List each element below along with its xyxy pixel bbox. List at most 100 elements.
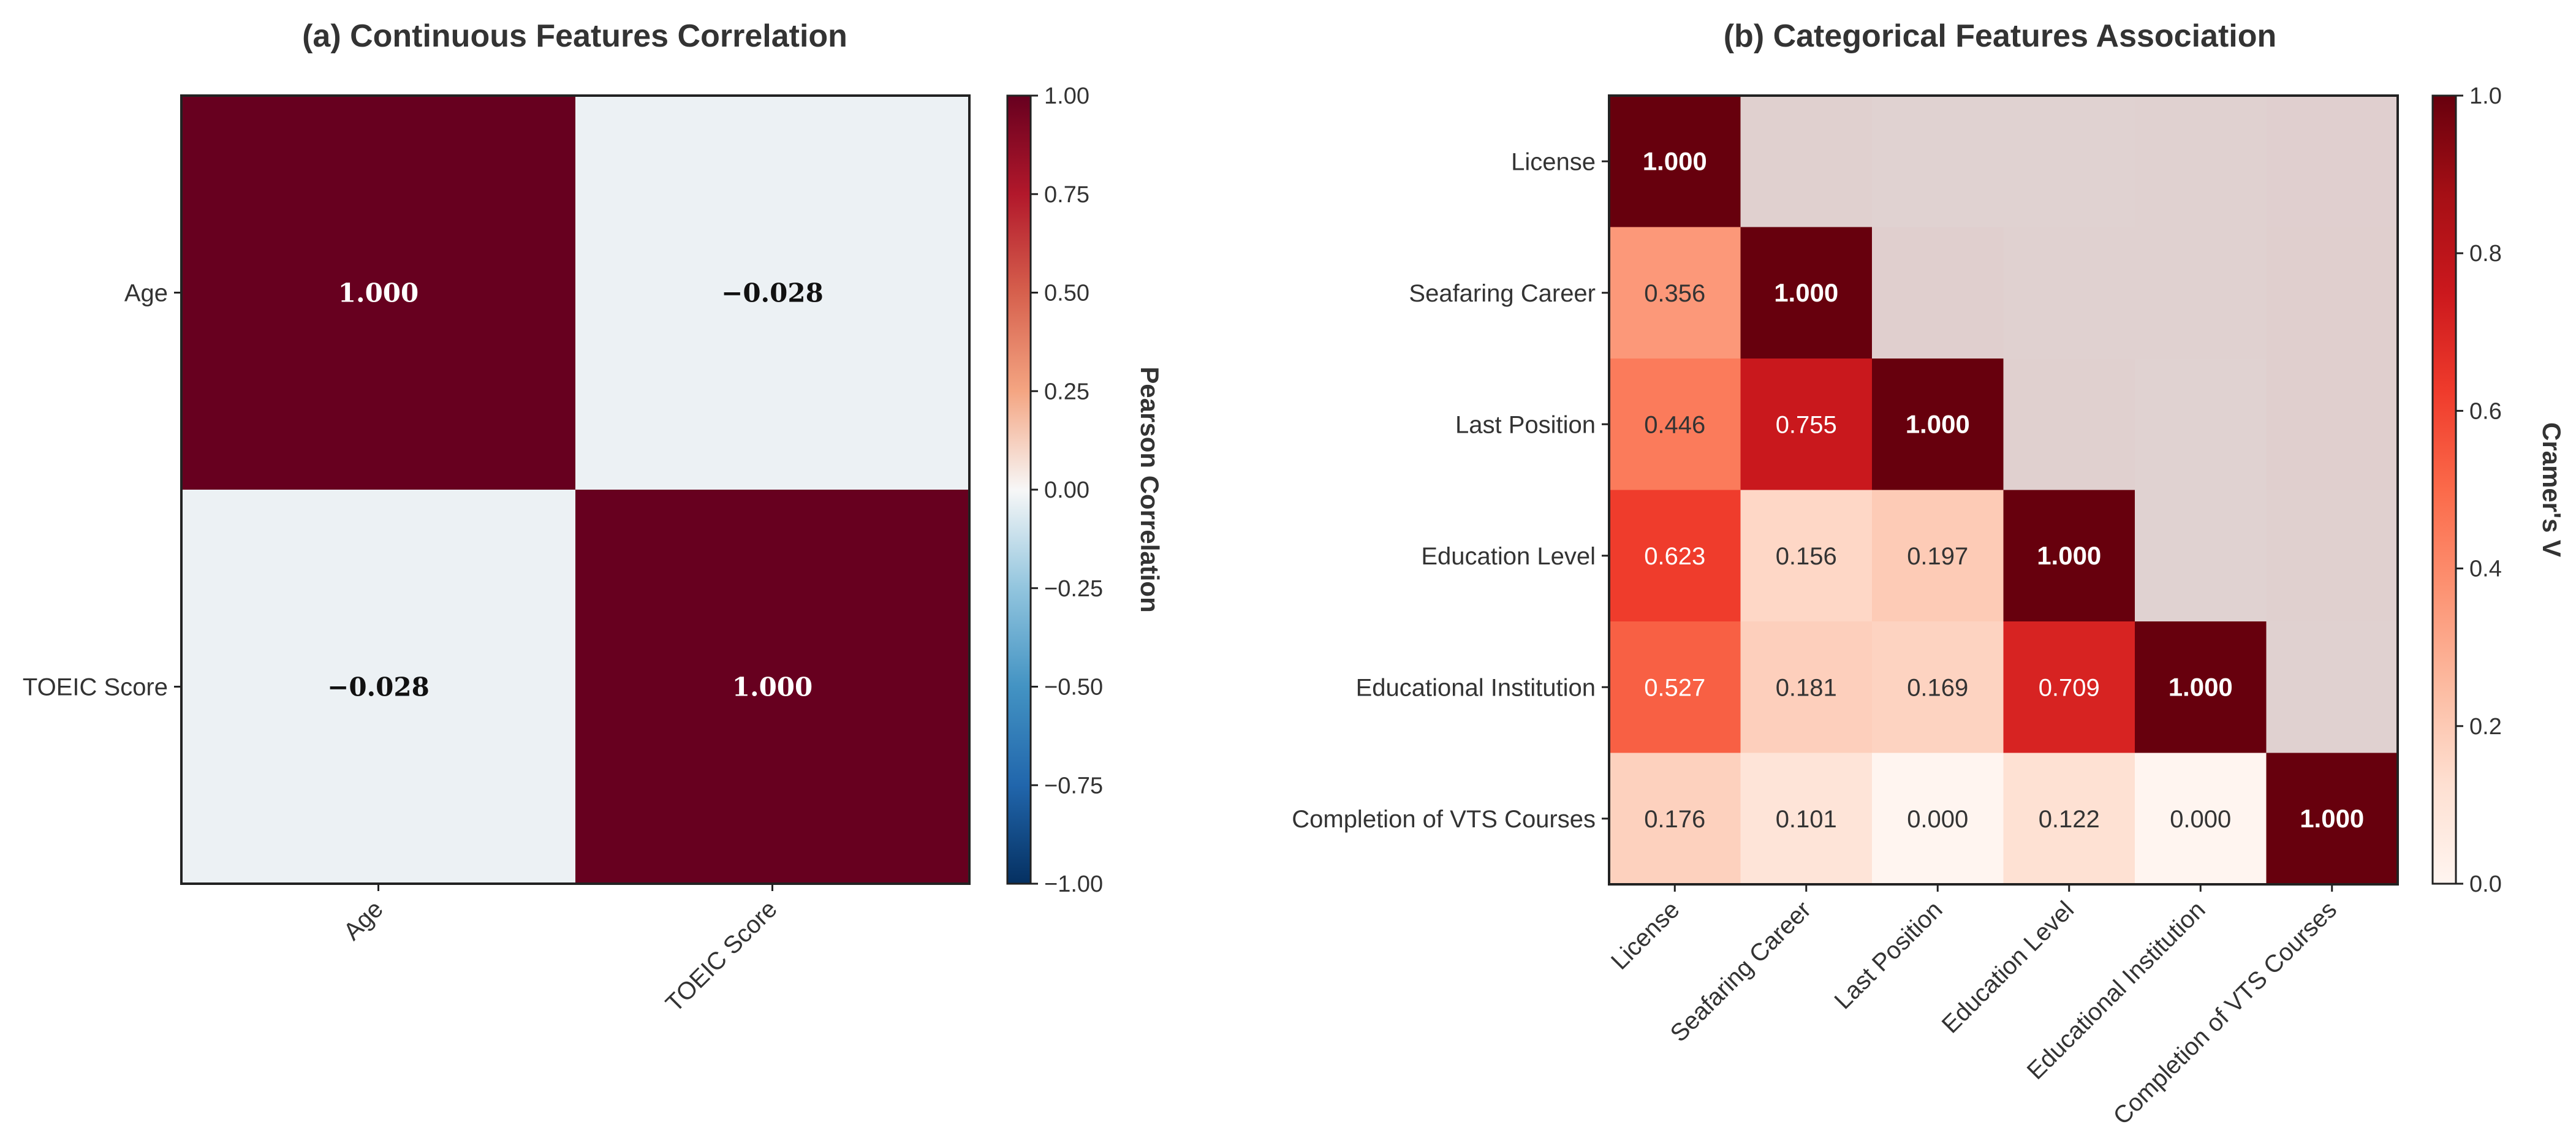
x-tick-label: Seafaring Career bbox=[1665, 896, 1817, 1047]
colorbar-tick-label: 0.00 bbox=[1044, 477, 1089, 503]
heatmap-b-cell bbox=[1740, 753, 1873, 885]
heatmap-b-cell bbox=[1872, 96, 2004, 227]
colorbar-tick-label: 0.50 bbox=[1044, 281, 1089, 306]
colorbar-b-label: Cramer's V bbox=[2537, 422, 2566, 557]
panel-a-cells: 1.000 −0.028 −0.028 1.000 bbox=[180, 94, 971, 885]
panel-a-y-tick-labels: Age TOEIC Score bbox=[23, 280, 181, 701]
colorbar-tick-label: 0.2 bbox=[2469, 714, 2502, 740]
heatmap-b-cell bbox=[2135, 96, 2267, 227]
panel-b: (b) Categorical Features Association 1.0… bbox=[1292, 18, 2566, 1130]
heatmap-b-cell bbox=[2003, 621, 2135, 753]
heatmap-b-value-label: 0.000 bbox=[1907, 806, 1968, 833]
colorbar-tick-label: 0.75 bbox=[1044, 182, 1089, 208]
heatmap-b-cell bbox=[1609, 490, 1741, 622]
heatmap-b-value-label: 0.709 bbox=[2039, 674, 2100, 701]
heatmap-b-cell bbox=[2266, 227, 2398, 359]
heatmap-b-cell bbox=[2266, 621, 2398, 753]
heatmap-b-value-label: 0.181 bbox=[1776, 674, 1837, 701]
heatmap-b-cell bbox=[2003, 359, 2135, 490]
heatmap-a-value-label: −0.028 bbox=[327, 672, 430, 702]
panel-b-y-tick-labels: License Seafaring Career Last Position Educ… bbox=[1292, 148, 1609, 833]
heatmap-b-value-label: 0.623 bbox=[1644, 543, 1705, 570]
heatmap-b-value-label: 0.755 bbox=[1776, 411, 1837, 438]
colorbar-tick-label: 0.4 bbox=[2469, 556, 2502, 582]
panel-a: (a) Continuous Features Correlation 1.00… bbox=[23, 18, 1164, 1017]
heatmap-b-value-label: 1.000 bbox=[1906, 409, 1970, 438]
heatmap-a-value-label: 1.000 bbox=[732, 672, 813, 702]
colorbar-tick-label: −0.25 bbox=[1044, 576, 1103, 602]
heatmap-b-cell bbox=[2003, 753, 2135, 885]
heatmap-b-cell bbox=[1609, 753, 1741, 885]
y-tick-label: TOEIC Score bbox=[23, 674, 168, 701]
heatmap-b-cell bbox=[1740, 227, 1873, 359]
heatmap-b-cell bbox=[1872, 753, 2004, 885]
x-tick-label: Completion of VTS Courses bbox=[2108, 896, 2342, 1130]
colorbar-a-gradient bbox=[1006, 94, 1032, 885]
panel-b-cells: 1.000 0.356 1.000 0.446 0.755 1.000 0.623 0.156… bbox=[1608, 94, 2399, 886]
heatmap-a-value-label: −0.028 bbox=[721, 278, 824, 308]
heatmap-b-cell bbox=[1740, 96, 1873, 227]
colorbar-tick-label: 0.25 bbox=[1044, 379, 1089, 404]
heatmap-b-value-label: 0.122 bbox=[2039, 806, 2100, 833]
y-tick-label: Seafaring Career bbox=[1409, 280, 1596, 307]
heatmap-b-cell bbox=[2135, 490, 2267, 622]
heatmap-b-cell bbox=[2135, 227, 2267, 359]
heatmap-b-cell bbox=[1609, 621, 1741, 753]
panel-a-title: (a) Continuous Features Correlation bbox=[302, 18, 847, 54]
y-tick-label: Last Position bbox=[1455, 411, 1596, 438]
heatmap-a-cell bbox=[181, 490, 575, 884]
x-tick-label: TOEIC Score bbox=[661, 895, 782, 1017]
colorbar-b-ticks: 1.0 0.8 0.6 0.4 0.2 0.0 bbox=[2456, 83, 2502, 897]
heatmap-b-cell bbox=[1872, 621, 2004, 753]
heatmap-b-cell bbox=[1609, 96, 1741, 227]
y-tick-label: Completion of VTS Courses bbox=[1292, 806, 1596, 833]
heatmap-b-value-label: 0.176 bbox=[1644, 806, 1705, 833]
x-tick-label: Age bbox=[338, 895, 388, 945]
panel-a-x-tick-labels: Age TOEIC Score bbox=[338, 884, 782, 1017]
heatmap-b-value-label: 1.000 bbox=[1643, 146, 1707, 175]
y-tick-label: License bbox=[1511, 148, 1596, 175]
y-tick-label: Educational Institution bbox=[1356, 674, 1596, 701]
heatmap-b-cell bbox=[1872, 359, 2004, 490]
heatmap-b-value-label: 0.101 bbox=[1776, 806, 1837, 833]
colorbar-a-label: Pearson Correlation bbox=[1135, 366, 1164, 612]
heatmap-b-cell bbox=[1872, 490, 2004, 622]
heatmap-b-value-label: 0.197 bbox=[1907, 543, 1968, 570]
y-tick-label: Age bbox=[124, 280, 168, 307]
heatmap-b-value-label: 1.000 bbox=[2169, 672, 2233, 701]
colorbar-tick-label: −0.50 bbox=[1044, 675, 1103, 700]
heatmap-b-cell bbox=[2266, 490, 2398, 622]
panel-a-colorbar: 1.00 0.75 0.50 0.25 0.00 −0.25 −0.50 −0.75 −1.00… bbox=[1006, 83, 1164, 897]
x-tick-label: License bbox=[1606, 896, 1685, 975]
colorbar-tick-label: 0.0 bbox=[2469, 871, 2502, 897]
heatmap-b-cell bbox=[2003, 227, 2135, 359]
heatmap-b-value-label: 0.356 bbox=[1644, 280, 1705, 307]
heatmap-a-value-label: 1.000 bbox=[338, 278, 419, 308]
colorbar-tick-label: 0.8 bbox=[2469, 241, 2502, 267]
colorbar-tick-label: 1.00 bbox=[1044, 83, 1089, 109]
heatmap-b-cell bbox=[2135, 621, 2267, 753]
heatmap-b-value-label: 1.000 bbox=[2300, 804, 2364, 833]
y-tick-label: Education Level bbox=[1421, 543, 1596, 570]
x-tick-label: Last Position bbox=[1830, 896, 1948, 1014]
heatmap-b-cell bbox=[2135, 753, 2267, 885]
heatmap-b-cell bbox=[1740, 359, 1873, 490]
heatmap-b-cell bbox=[1609, 359, 1741, 490]
colorbar-tick-label: 0.6 bbox=[2469, 398, 2502, 424]
heatmap-b-cell bbox=[1609, 227, 1741, 359]
heatmap-b-value-label: 1.000 bbox=[1774, 278, 1838, 307]
panel-b-title: (b) Categorical Features Association bbox=[1724, 18, 2277, 54]
heatmap-a-cell bbox=[575, 490, 969, 884]
heatmap-b-cell bbox=[1740, 490, 1873, 622]
heatmap-b-cell bbox=[2266, 753, 2398, 885]
x-tick-label: Education Level bbox=[1937, 896, 2079, 1038]
heatmap-b-cell bbox=[2003, 96, 2135, 227]
heatmap-b-frame bbox=[1608, 94, 2399, 886]
heatmap-b-cell bbox=[2266, 96, 2398, 227]
heatmap-a-cell bbox=[575, 96, 969, 490]
heatmap-b-cell bbox=[2135, 359, 2267, 490]
heatmap-b-cell bbox=[1872, 227, 2004, 359]
heatmap-b-value-label: 0.527 bbox=[1644, 674, 1705, 701]
